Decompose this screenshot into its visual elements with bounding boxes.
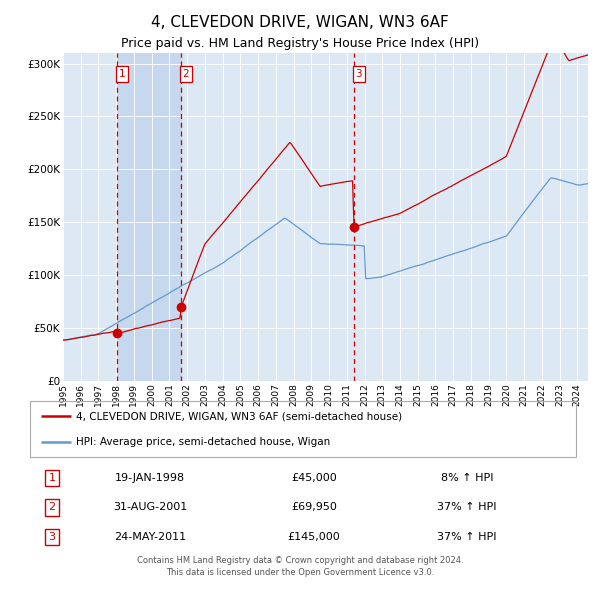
Text: 24-MAY-2011: 24-MAY-2011 bbox=[114, 532, 186, 542]
Text: 4, CLEVEDON DRIVE, WIGAN, WN3 6AF (semi-detached house): 4, CLEVEDON DRIVE, WIGAN, WN3 6AF (semi-… bbox=[76, 411, 403, 421]
Text: 8% ↑ HPI: 8% ↑ HPI bbox=[440, 473, 493, 483]
Text: This data is licensed under the Open Government Licence v3.0.: This data is licensed under the Open Gov… bbox=[166, 568, 434, 576]
Text: £145,000: £145,000 bbox=[287, 532, 340, 542]
Text: HPI: Average price, semi-detached house, Wigan: HPI: Average price, semi-detached house,… bbox=[76, 437, 331, 447]
Text: 1: 1 bbox=[119, 69, 125, 79]
Bar bbox=[117, 53, 181, 381]
Text: 1: 1 bbox=[49, 473, 55, 483]
Text: 37% ↑ HPI: 37% ↑ HPI bbox=[437, 503, 497, 512]
Text: 4, CLEVEDON DRIVE, WIGAN, WN3 6AF: 4, CLEVEDON DRIVE, WIGAN, WN3 6AF bbox=[151, 15, 449, 30]
Text: 37% ↑ HPI: 37% ↑ HPI bbox=[437, 532, 497, 542]
Text: Price paid vs. HM Land Registry's House Price Index (HPI): Price paid vs. HM Land Registry's House … bbox=[121, 37, 479, 50]
Text: 31-AUG-2001: 31-AUG-2001 bbox=[113, 503, 187, 512]
Text: 2: 2 bbox=[48, 503, 55, 512]
Text: Contains HM Land Registry data © Crown copyright and database right 2024.: Contains HM Land Registry data © Crown c… bbox=[137, 556, 463, 565]
Text: £69,950: £69,950 bbox=[291, 503, 337, 512]
Text: 3: 3 bbox=[49, 532, 55, 542]
Text: 2: 2 bbox=[183, 69, 190, 79]
Text: 3: 3 bbox=[355, 69, 362, 79]
Text: £45,000: £45,000 bbox=[291, 473, 337, 483]
Text: 19-JAN-1998: 19-JAN-1998 bbox=[115, 473, 185, 483]
